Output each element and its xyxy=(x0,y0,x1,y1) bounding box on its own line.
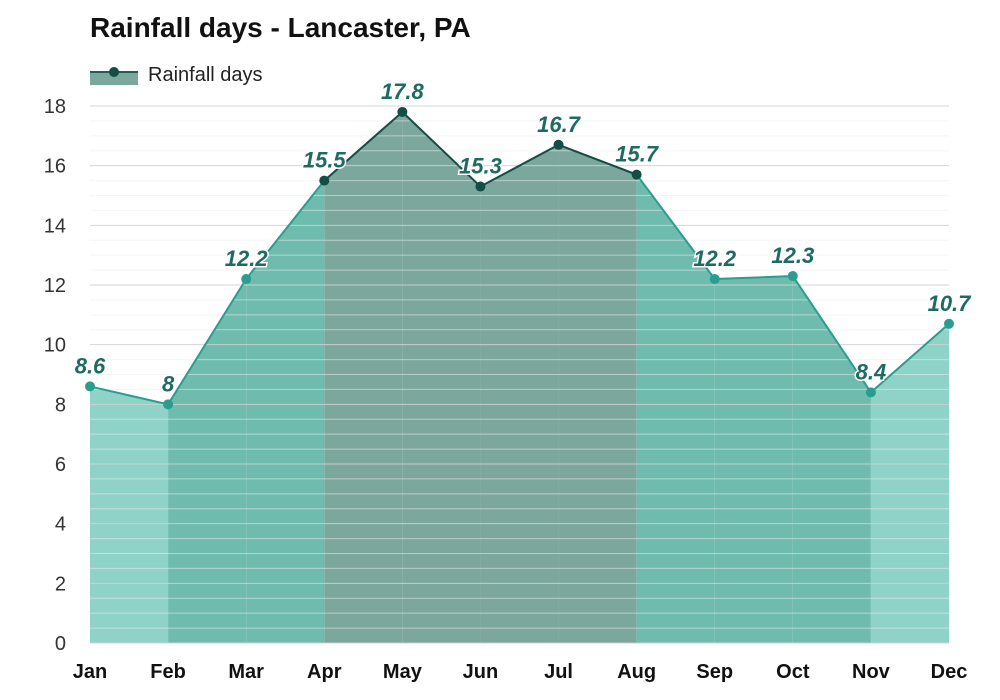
x-tick-label-jun: Jun xyxy=(463,661,499,683)
area-band-aug xyxy=(636,174,715,643)
line-segment xyxy=(558,143,637,176)
data-label-jun: 15.3 xyxy=(459,154,502,179)
data-point-nov[interactable] xyxy=(865,387,876,398)
area-band-feb xyxy=(168,279,247,643)
area-band-apr xyxy=(324,111,403,643)
line-segment xyxy=(89,385,169,406)
data-label-dec: 10.7 xyxy=(928,291,973,316)
legend[interactable]: Rainfall days xyxy=(90,60,263,90)
area-band-mar xyxy=(246,180,325,644)
data-point-jan[interactable] xyxy=(85,381,95,392)
month-bands xyxy=(90,111,949,644)
x-tick-label-sep: Sep xyxy=(696,661,733,683)
line-segment xyxy=(635,174,716,280)
y-tick-label: 8 xyxy=(55,394,66,416)
x-tick-label-apr: Apr xyxy=(307,661,342,683)
line-segment xyxy=(791,275,872,393)
area-band-jun xyxy=(480,144,559,644)
line-segment xyxy=(479,143,560,188)
data-point-dec[interactable] xyxy=(944,318,954,329)
x-axis: Jan Feb Mar Apr May Jun Jul Aug Sep Oct Nov Dec xyxy=(73,661,968,683)
x-tick-label-feb: Feb xyxy=(150,661,186,683)
series-line xyxy=(89,111,950,406)
line-segment xyxy=(245,179,326,280)
data-label-aug: 15.7 xyxy=(615,142,660,167)
area-band-jan xyxy=(90,386,169,643)
line-segment xyxy=(401,111,482,188)
x-tick-label-dec: Dec xyxy=(931,661,968,683)
line-segment xyxy=(323,111,404,182)
area-band-oct xyxy=(792,276,871,643)
y-tick-label: 2 xyxy=(55,573,66,595)
data-label-sep: 12.2 xyxy=(693,246,737,271)
y-tick-label: 16 xyxy=(44,156,66,178)
data-label-jan: 8.6 xyxy=(75,353,106,378)
x-tick-label-oct: Oct xyxy=(776,661,810,683)
area-band-nov xyxy=(870,323,949,643)
y-axis: 0 2 4 6 8 10 12 14 16 18 xyxy=(44,96,66,655)
data-point-jun[interactable] xyxy=(475,181,486,192)
x-tick-label-may: May xyxy=(383,661,423,683)
area-band-jul xyxy=(558,144,637,644)
x-tick-label-jul: Jul xyxy=(544,661,573,683)
y-tick-label: 0 xyxy=(55,633,66,655)
data-point-mar[interactable] xyxy=(241,274,252,285)
line-segment xyxy=(714,275,793,281)
data-label-feb: 8 xyxy=(162,371,175,396)
data-label-jul: 16.7 xyxy=(537,112,582,137)
x-tick-label-jan: Jan xyxy=(73,661,107,683)
data-labels: 8.6 8 12.2 15.5 17.8 15.3 16.7 15.7 12.2 12.3 8.4 1… xyxy=(73,77,973,397)
y-tick-label: 6 xyxy=(55,454,66,476)
legend-swatch xyxy=(90,65,138,85)
data-point-aug[interactable] xyxy=(631,169,642,180)
y-tick-label: 4 xyxy=(55,514,66,536)
area-band-may xyxy=(402,111,481,643)
data-point-may[interactable] xyxy=(397,106,408,117)
data-point-apr[interactable] xyxy=(319,175,330,186)
x-tick-label-nov: Nov xyxy=(852,661,891,683)
area-band-sep xyxy=(714,276,793,643)
y-tick-label: 18 xyxy=(44,96,66,118)
y-tick-label: 10 xyxy=(44,335,66,357)
data-label-may: 17.8 xyxy=(381,79,425,104)
line-segment xyxy=(167,278,248,405)
data-point-feb[interactable] xyxy=(163,399,174,410)
gridlines xyxy=(90,105,949,644)
data-label-nov: 8.4 xyxy=(856,359,887,384)
line-segment xyxy=(870,323,950,394)
data-label-mar: 12.2 xyxy=(225,246,269,271)
data-points xyxy=(85,106,954,410)
data-point-sep[interactable] xyxy=(709,274,720,285)
x-tick-label-mar: Mar xyxy=(228,661,264,683)
legend-label: Rainfall days xyxy=(148,63,263,86)
y-tick-label: 14 xyxy=(44,215,66,237)
data-point-jul[interactable] xyxy=(553,139,564,150)
x-tick-label-aug: Aug xyxy=(617,661,656,683)
data-point-oct[interactable] xyxy=(787,271,798,282)
chart-title: Rainfall days - Lancaster, PA xyxy=(90,12,471,43)
data-label-apr: 15.5 xyxy=(303,148,347,173)
y-tick-label: 12 xyxy=(44,275,66,297)
data-label-oct: 12.3 xyxy=(771,243,814,268)
